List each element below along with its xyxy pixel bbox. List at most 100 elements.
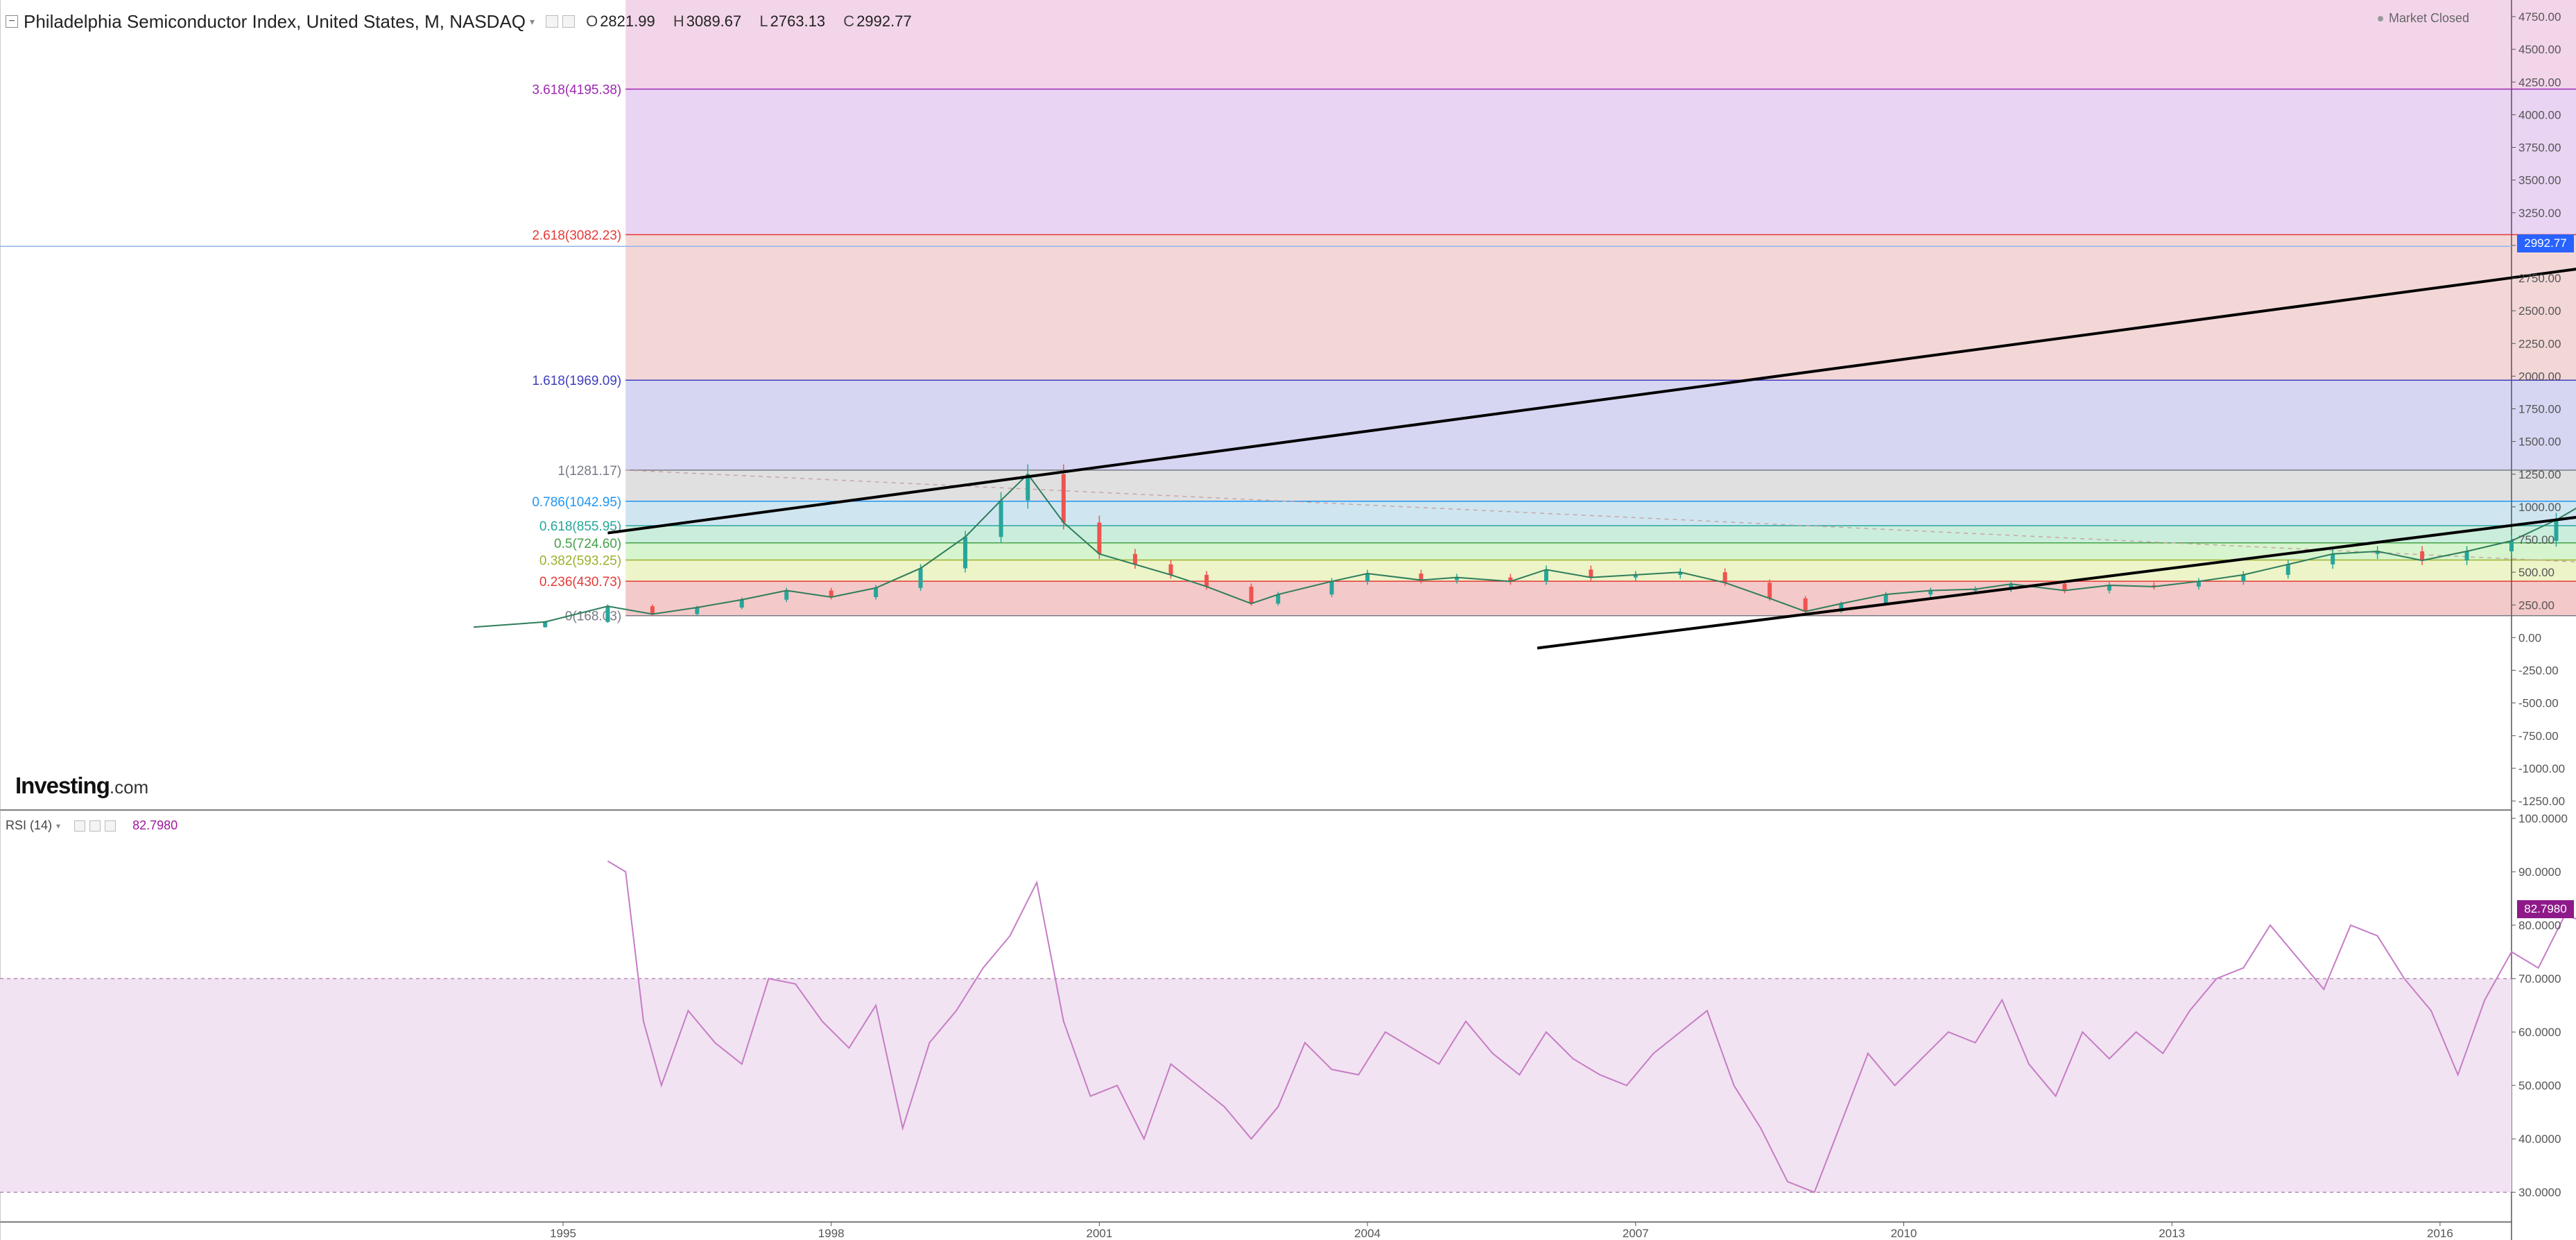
time-axis-label: 2001 bbox=[1086, 1227, 1112, 1240]
time-axis-label: 2010 bbox=[1891, 1227, 1917, 1240]
low-label: L bbox=[759, 12, 768, 30]
fib-zone bbox=[625, 560, 2576, 582]
fib-level-label: 0.382(593.25) bbox=[539, 554, 621, 569]
candle-body bbox=[999, 500, 1003, 537]
rsi-axis-label: 30.0000 bbox=[2518, 1186, 2561, 1199]
close-value: 2992.77 bbox=[856, 12, 912, 30]
title-dropdown-icon[interactable]: ▾ bbox=[530, 15, 535, 27]
logo-main: Investing bbox=[15, 773, 110, 798]
fib-zone bbox=[625, 89, 2576, 235]
rsi-settings-icon[interactable] bbox=[74, 820, 86, 832]
trendline bbox=[607, 268, 2576, 535]
investing-logo: Investing.com bbox=[15, 773, 148, 799]
candle-body bbox=[1633, 574, 1638, 578]
candle-body bbox=[650, 606, 655, 614]
price-axis-label: 2250.00 bbox=[2518, 337, 2561, 350]
chart-header: − Philadelphia Semiconductor Index, Unit… bbox=[6, 10, 926, 33]
settings-icon[interactable] bbox=[546, 15, 559, 28]
candle-body bbox=[1026, 474, 1030, 501]
ohlc-readout: O 2821.99 H 3089.67 L 2763.13 C 2992.77 bbox=[586, 12, 926, 31]
candle-body bbox=[2331, 553, 2335, 565]
price-axis-label: -750.00 bbox=[2518, 730, 2559, 743]
fib-zone bbox=[625, 581, 2576, 616]
candle-body bbox=[1803, 598, 1808, 612]
rsi-axis-label: 50.0000 bbox=[2518, 1079, 2561, 1092]
candle-body bbox=[2464, 551, 2469, 561]
time-axis-label: 1998 bbox=[818, 1227, 845, 1240]
price-axis-label: 1500.00 bbox=[2518, 436, 2561, 449]
candle-body bbox=[1097, 522, 1102, 554]
price-axis-label: 1750.00 bbox=[2518, 403, 2561, 416]
fib-trend-dotted-line bbox=[625, 470, 2576, 562]
rsi-line bbox=[607, 860, 2576, 1194]
fib-zone bbox=[625, 234, 2576, 381]
rsi-dropdown-icon[interactable]: ▾ bbox=[56, 820, 61, 831]
candle-body bbox=[1508, 577, 1513, 582]
price-axis-label: 1000.00 bbox=[2518, 501, 2561, 514]
candle-body bbox=[2285, 564, 2290, 575]
rsi-close-icon[interactable] bbox=[105, 820, 116, 832]
rsi-hide-icon[interactable] bbox=[89, 820, 101, 832]
price-axis-label: 3500.00 bbox=[2518, 174, 2561, 187]
rsi-axis-label: 40.0000 bbox=[2518, 1133, 2561, 1146]
time-axis-label: 2016 bbox=[2427, 1227, 2453, 1240]
fib-zone bbox=[625, 470, 2576, 501]
chart-title: Philadelphia Semiconductor Index, United… bbox=[24, 10, 526, 32]
open-label: O bbox=[586, 12, 598, 30]
candle-body bbox=[2062, 584, 2067, 591]
price-axis-label: 3250.00 bbox=[2518, 207, 2561, 220]
candle-body bbox=[1722, 572, 1727, 583]
fibonacci-retracement: 0(168.03) 0.236(430.73) 0.382(593.25) 0.5(7… bbox=[532, 0, 2576, 624]
fib-zone bbox=[625, 526, 2576, 543]
price-axis-label: 500.00 bbox=[2518, 566, 2555, 579]
candle-body bbox=[1589, 569, 1593, 578]
candle-body bbox=[1329, 581, 1334, 595]
collapse-icon[interactable]: − bbox=[6, 15, 18, 28]
candle-body bbox=[1132, 553, 1137, 565]
candle-body bbox=[695, 608, 700, 614]
open-value: 2821.99 bbox=[600, 12, 655, 30]
candle-body bbox=[2009, 584, 2014, 589]
market-status-text: Market Closed bbox=[2388, 11, 2469, 25]
candle-body bbox=[1928, 590, 1933, 595]
hide-icon[interactable] bbox=[562, 15, 576, 28]
candle-body bbox=[829, 590, 833, 597]
rsi-band bbox=[0, 979, 2512, 1193]
candle-body bbox=[1365, 574, 1370, 582]
price-axis-label: 4500.00 bbox=[2518, 43, 2561, 56]
candle-body bbox=[1204, 574, 1209, 587]
price-axis-label: 250.00 bbox=[2518, 599, 2555, 612]
fib-level-label: 0.5(724.60) bbox=[554, 537, 621, 551]
price-axis-label: 2750.00 bbox=[2518, 272, 2561, 285]
fib-zone bbox=[625, 542, 2576, 560]
price-axis-label: 1250.00 bbox=[2518, 468, 2561, 481]
candle-body bbox=[1249, 586, 1254, 604]
price-axis-label: 2000.00 bbox=[2518, 370, 2561, 383]
price-axis-label: 0.00 bbox=[2518, 631, 2541, 644]
status-dot-icon bbox=[2377, 16, 2383, 22]
fib-level-label: 3.618(4195.38) bbox=[532, 83, 621, 98]
axes: 4750.00 4500.00 4250.00 4000.00 3750.00 3500.… bbox=[550, 10, 2568, 1240]
rsi-pane bbox=[0, 860, 2576, 1194]
high-value: 3089.67 bbox=[686, 12, 742, 30]
rsi-header: RSI (14) ▾ 82.7980 bbox=[6, 818, 178, 833]
price-axis-label: 750.00 bbox=[2518, 533, 2555, 546]
candle-body bbox=[1061, 474, 1066, 523]
trendline bbox=[1537, 515, 2576, 650]
rsi-label: RSI (14) bbox=[6, 818, 53, 832]
candle-body bbox=[918, 568, 923, 588]
candle-body bbox=[2554, 519, 2559, 541]
price-axis-label: -1250.00 bbox=[2518, 795, 2565, 808]
price-axis-label: -250.00 bbox=[2518, 664, 2559, 678]
candle-body bbox=[543, 621, 548, 628]
candle-body bbox=[784, 590, 789, 600]
candle-body bbox=[1455, 577, 1459, 580]
price-path bbox=[474, 473, 2576, 628]
candle-body bbox=[1168, 564, 1173, 575]
candle-body bbox=[1839, 603, 1844, 612]
high-label: H bbox=[673, 12, 684, 30]
time-axis-label: 2004 bbox=[1354, 1227, 1381, 1240]
time-axis-label: 2013 bbox=[2159, 1227, 2185, 1240]
fib-level-label: 0.786(1042.95) bbox=[532, 495, 621, 510]
